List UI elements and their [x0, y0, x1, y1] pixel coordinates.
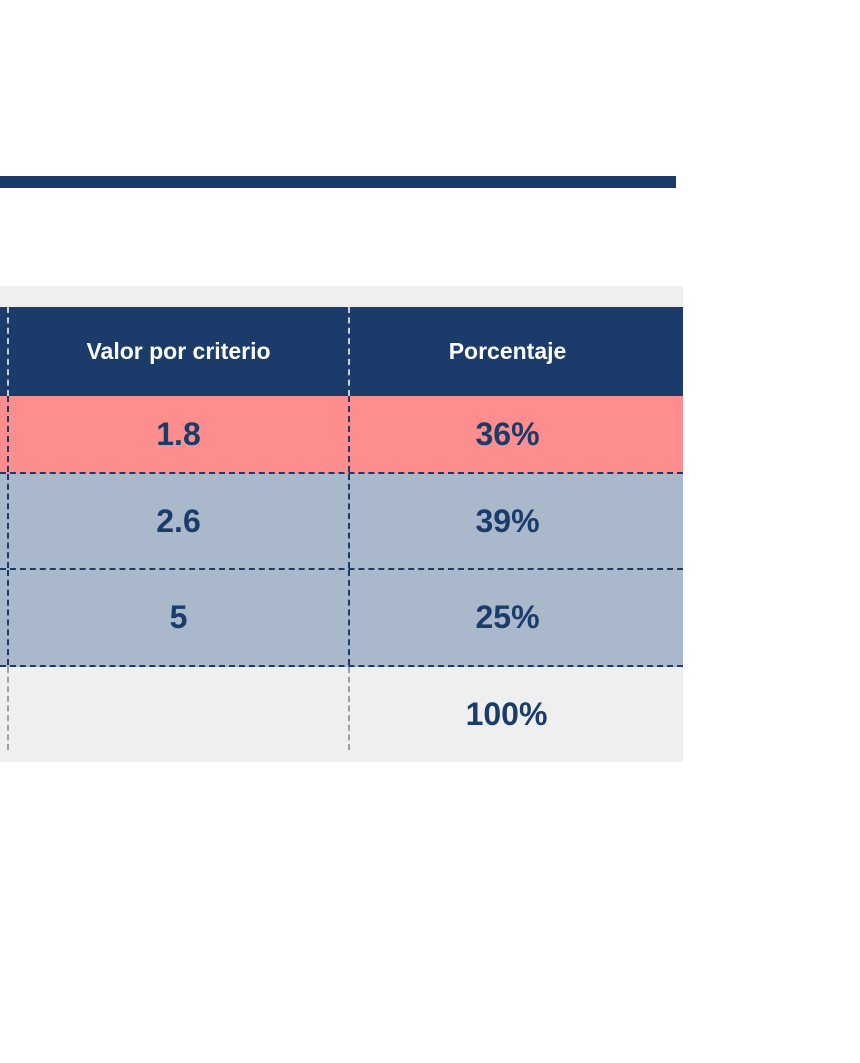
valor-value: 2.6 [156, 502, 201, 539]
valor-value: 5 [169, 599, 188, 635]
valor-cell: 5 [7, 570, 348, 665]
column-header-valor-por-criterio: Valor por criterio [7, 307, 348, 396]
top-divider-bar [0, 176, 676, 188]
porcentaje-value: 39% [475, 502, 540, 539]
porcentaje-cell: 39% [348, 474, 683, 568]
header-label: Valor por criterio [86, 338, 271, 364]
valor-cell: 1.8 [7, 396, 348, 472]
total-valor-cell [7, 667, 348, 762]
column-header-porcentaje: Porcentaje [348, 307, 683, 396]
table-row-highlighted: 1.8 36% [0, 396, 683, 474]
table-header-row: Valor por criterio Porcentaje [0, 307, 683, 396]
cutoff-left-cell [0, 307, 7, 396]
porcentaje-cell: 25% [348, 570, 683, 665]
criteria-percentage-table: Valor por criterio Porcentaje 1.8 36% 2.… [0, 286, 683, 762]
cutoff-left-cell [0, 474, 7, 568]
table-total-row: 100% [0, 667, 683, 762]
table-row: 5 25% [0, 570, 683, 667]
header-label: Porcentaje [448, 338, 567, 364]
cutoff-left-cell [0, 570, 7, 665]
table-row: 2.6 39% [0, 474, 683, 570]
table-top-padding [0, 286, 683, 307]
porcentaje-value: 36% [475, 415, 540, 452]
total-porcentaje-value: 100% [465, 696, 548, 732]
valor-cell: 2.6 [7, 474, 348, 568]
porcentaje-value: 25% [475, 599, 540, 635]
valor-value: 1.8 [156, 415, 201, 452]
porcentaje-cell: 36% [348, 396, 683, 472]
cutoff-left-cell [0, 667, 7, 762]
total-porcentaje-cell: 100% [348, 667, 683, 762]
cutoff-left-cell [0, 396, 7, 472]
